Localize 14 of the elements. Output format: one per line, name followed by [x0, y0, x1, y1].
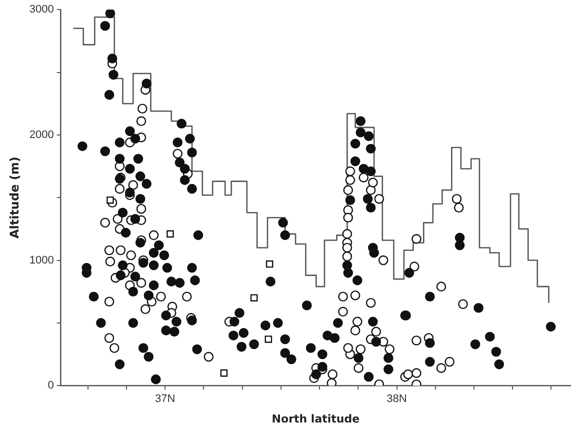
x-axis-title: North latitude	[272, 412, 360, 426]
point	[264, 336, 272, 343]
y-tick-label: 1000	[29, 254, 54, 266]
x-tick-label: 37N	[155, 393, 176, 406]
y-tick-label: 2000	[29, 128, 54, 141]
point	[266, 260, 274, 268]
point	[106, 196, 114, 204]
y-axis-title: Altitude (m)	[7, 156, 22, 239]
y-tick-label: 3000	[29, 4, 54, 16]
point	[250, 294, 258, 302]
point	[166, 230, 174, 238]
point	[220, 369, 228, 377]
y-tick-label: 0	[48, 380, 54, 392]
x-tick-label: 38N	[386, 393, 407, 406]
